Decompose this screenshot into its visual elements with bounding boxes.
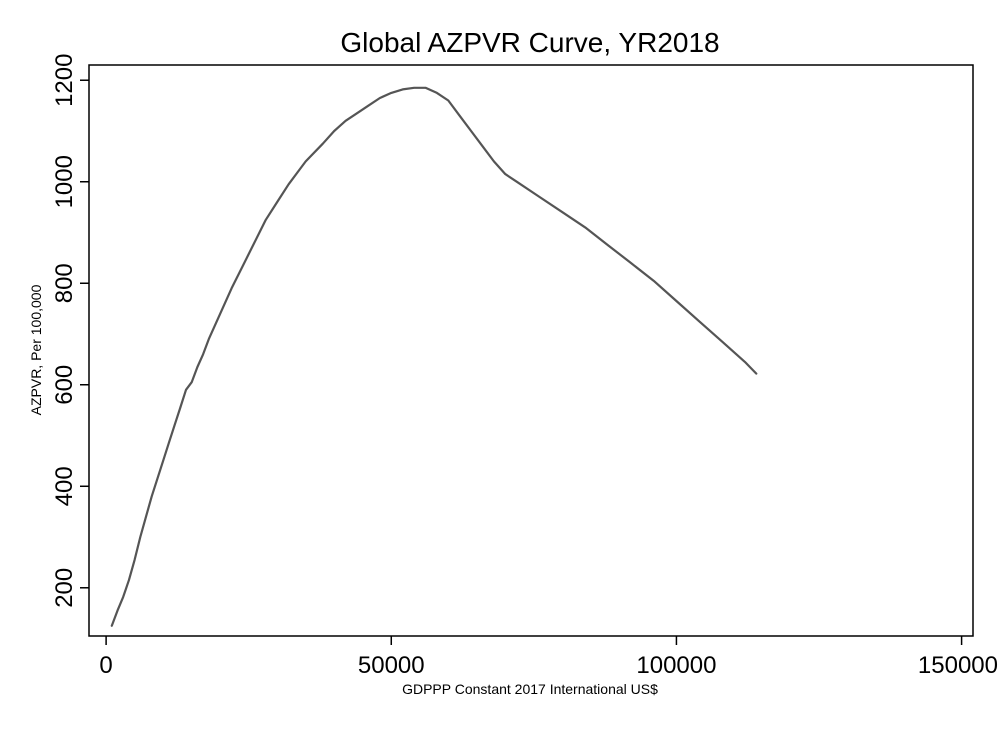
x-axis-label: GDPPP Constant 2017 International US$ <box>402 681 658 697</box>
y-tick-label: 800 <box>51 263 78 303</box>
y-tick-label: 600 <box>51 365 78 405</box>
plot-frame <box>88 64 974 637</box>
x-tick-label: 0 <box>99 652 112 679</box>
x-tick-label: 50000 <box>358 652 425 679</box>
x-tick-label: 150000 <box>918 652 998 679</box>
chart-title: Global AZPVR Curve, YR2018 <box>340 27 719 58</box>
y-tick-label: 200 <box>51 568 78 608</box>
x-axis: 0 50000 100000 150000 <box>99 636 998 679</box>
y-axis-label: AZPVR, Per 100,000 <box>28 284 44 415</box>
series-layer <box>110 86 758 627</box>
y-tick-label: 1200 <box>51 54 78 107</box>
y-tick-label: 400 <box>51 466 78 506</box>
x-tick-label: 100000 <box>636 652 716 679</box>
series-line <box>110 86 758 627</box>
y-tick-label: 1000 <box>51 155 78 208</box>
y-axis: 200 400 600 800 1000 1200 <box>51 54 89 608</box>
